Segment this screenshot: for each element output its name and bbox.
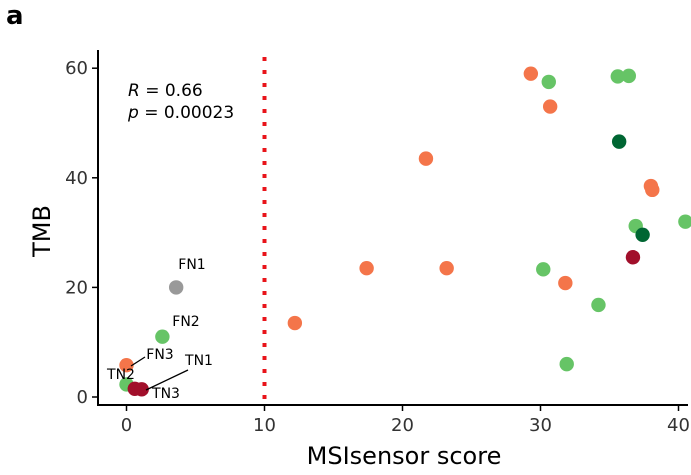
data-point [610,69,625,84]
data-point [542,99,558,114]
point-label-fn2: FN2 [172,314,199,330]
point-label-fn3: FN3 [146,347,173,363]
leader-line [130,356,146,367]
data-point-fn1 [168,280,184,295]
data-point [536,262,551,277]
leader-line [145,369,189,391]
x-tick-label: 40 [667,415,690,436]
data-point [635,227,650,242]
axis-ticks: 0 10 20 30 40 0 20 40 60 [65,58,690,436]
data-point [621,68,637,84]
r-value: = 0.66 [140,81,203,101]
r-symbol: R [128,81,140,101]
data-point [625,250,641,265]
p-value: = 0.00023 [139,103,234,123]
data-point [559,356,574,372]
point-label-fn1: FN1 [178,257,205,273]
data-point [359,261,374,276]
y-tick-label: 60 [65,58,88,79]
data-point [439,261,454,276]
data-point [523,66,539,81]
point-label-tn1: TN1 [184,353,213,369]
p-value-text: p = 0.00023 [127,103,234,123]
x-tick-label: 20 [391,415,414,436]
point-label-tn2: TN2 [106,367,135,383]
y-tick-label: 40 [65,168,88,189]
panel-label: a [6,1,24,31]
data-point-fn2 [155,329,170,344]
data-point [678,214,691,229]
data-point [541,74,556,90]
data-point-tn1 [134,382,149,397]
data-point [591,297,606,313]
plot-area: FN1 FN2 FN3 TN2 TN3 TN1 [106,57,691,404]
y-tick-label: 20 [65,277,88,298]
x-tick-label: 0 [121,415,132,436]
point-label-tn3: TN3 [151,386,180,402]
data-point [418,151,434,166]
data-point [558,275,573,291]
x-tick-label: 30 [529,415,552,436]
data-point-fn3 [119,358,134,373]
y-tick-label: 0 [77,387,88,408]
p-symbol: p [127,103,139,123]
data-point [611,134,627,149]
data-point [287,315,303,331]
x-axis-title: MSIsensor score [307,442,502,470]
y-axis-title: TMB [28,205,56,258]
correlation-r: R = 0.66 [128,81,203,101]
x-tick-label: 10 [253,415,276,436]
data-point [645,182,660,198]
